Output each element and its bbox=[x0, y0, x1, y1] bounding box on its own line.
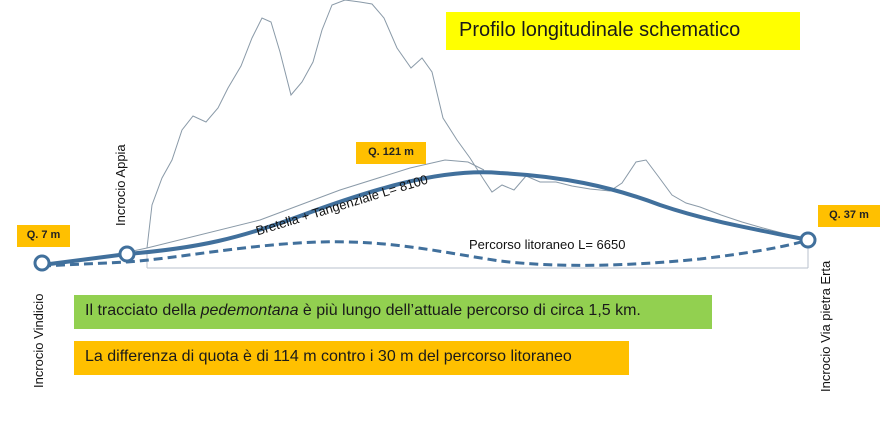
mountain-route-line bbox=[40, 170, 810, 267]
place-end-label: Incrocio Via pietra Erta bbox=[818, 260, 833, 392]
length-note-start: Il tracciato della bbox=[85, 302, 201, 319]
end-node bbox=[799, 231, 817, 249]
start-node bbox=[33, 254, 51, 272]
length-note: Il tracciato della pedemontana è più lun… bbox=[74, 295, 712, 329]
length-note-emphasis: pedemontana bbox=[200, 302, 299, 319]
elevation-end-badge: Q. 37 m bbox=[818, 205, 880, 227]
elevation-start-badge: Q. 7 m bbox=[17, 225, 70, 247]
elevation-peak-badge: Q. 121 m bbox=[356, 142, 426, 164]
page-title: Profilo longitudinale schematico bbox=[446, 12, 800, 50]
coastal-route-line bbox=[41, 238, 809, 268]
length-note-end: è più lungo dell’attuale percorso di cir… bbox=[298, 302, 641, 319]
place-start-label: Incrocio Vindicio bbox=[31, 293, 46, 388]
place-junction-label: Incrocio Appia bbox=[113, 144, 128, 226]
coastal-route-label: Percorso litoraneo L= 6650 bbox=[469, 237, 626, 252]
height-note: La differenza di quota è di 114 m contro… bbox=[74, 341, 629, 375]
terrain-baseline bbox=[127, 159, 485, 253]
junction-node bbox=[118, 245, 136, 263]
mountain-silhouette bbox=[146, 0, 801, 249]
